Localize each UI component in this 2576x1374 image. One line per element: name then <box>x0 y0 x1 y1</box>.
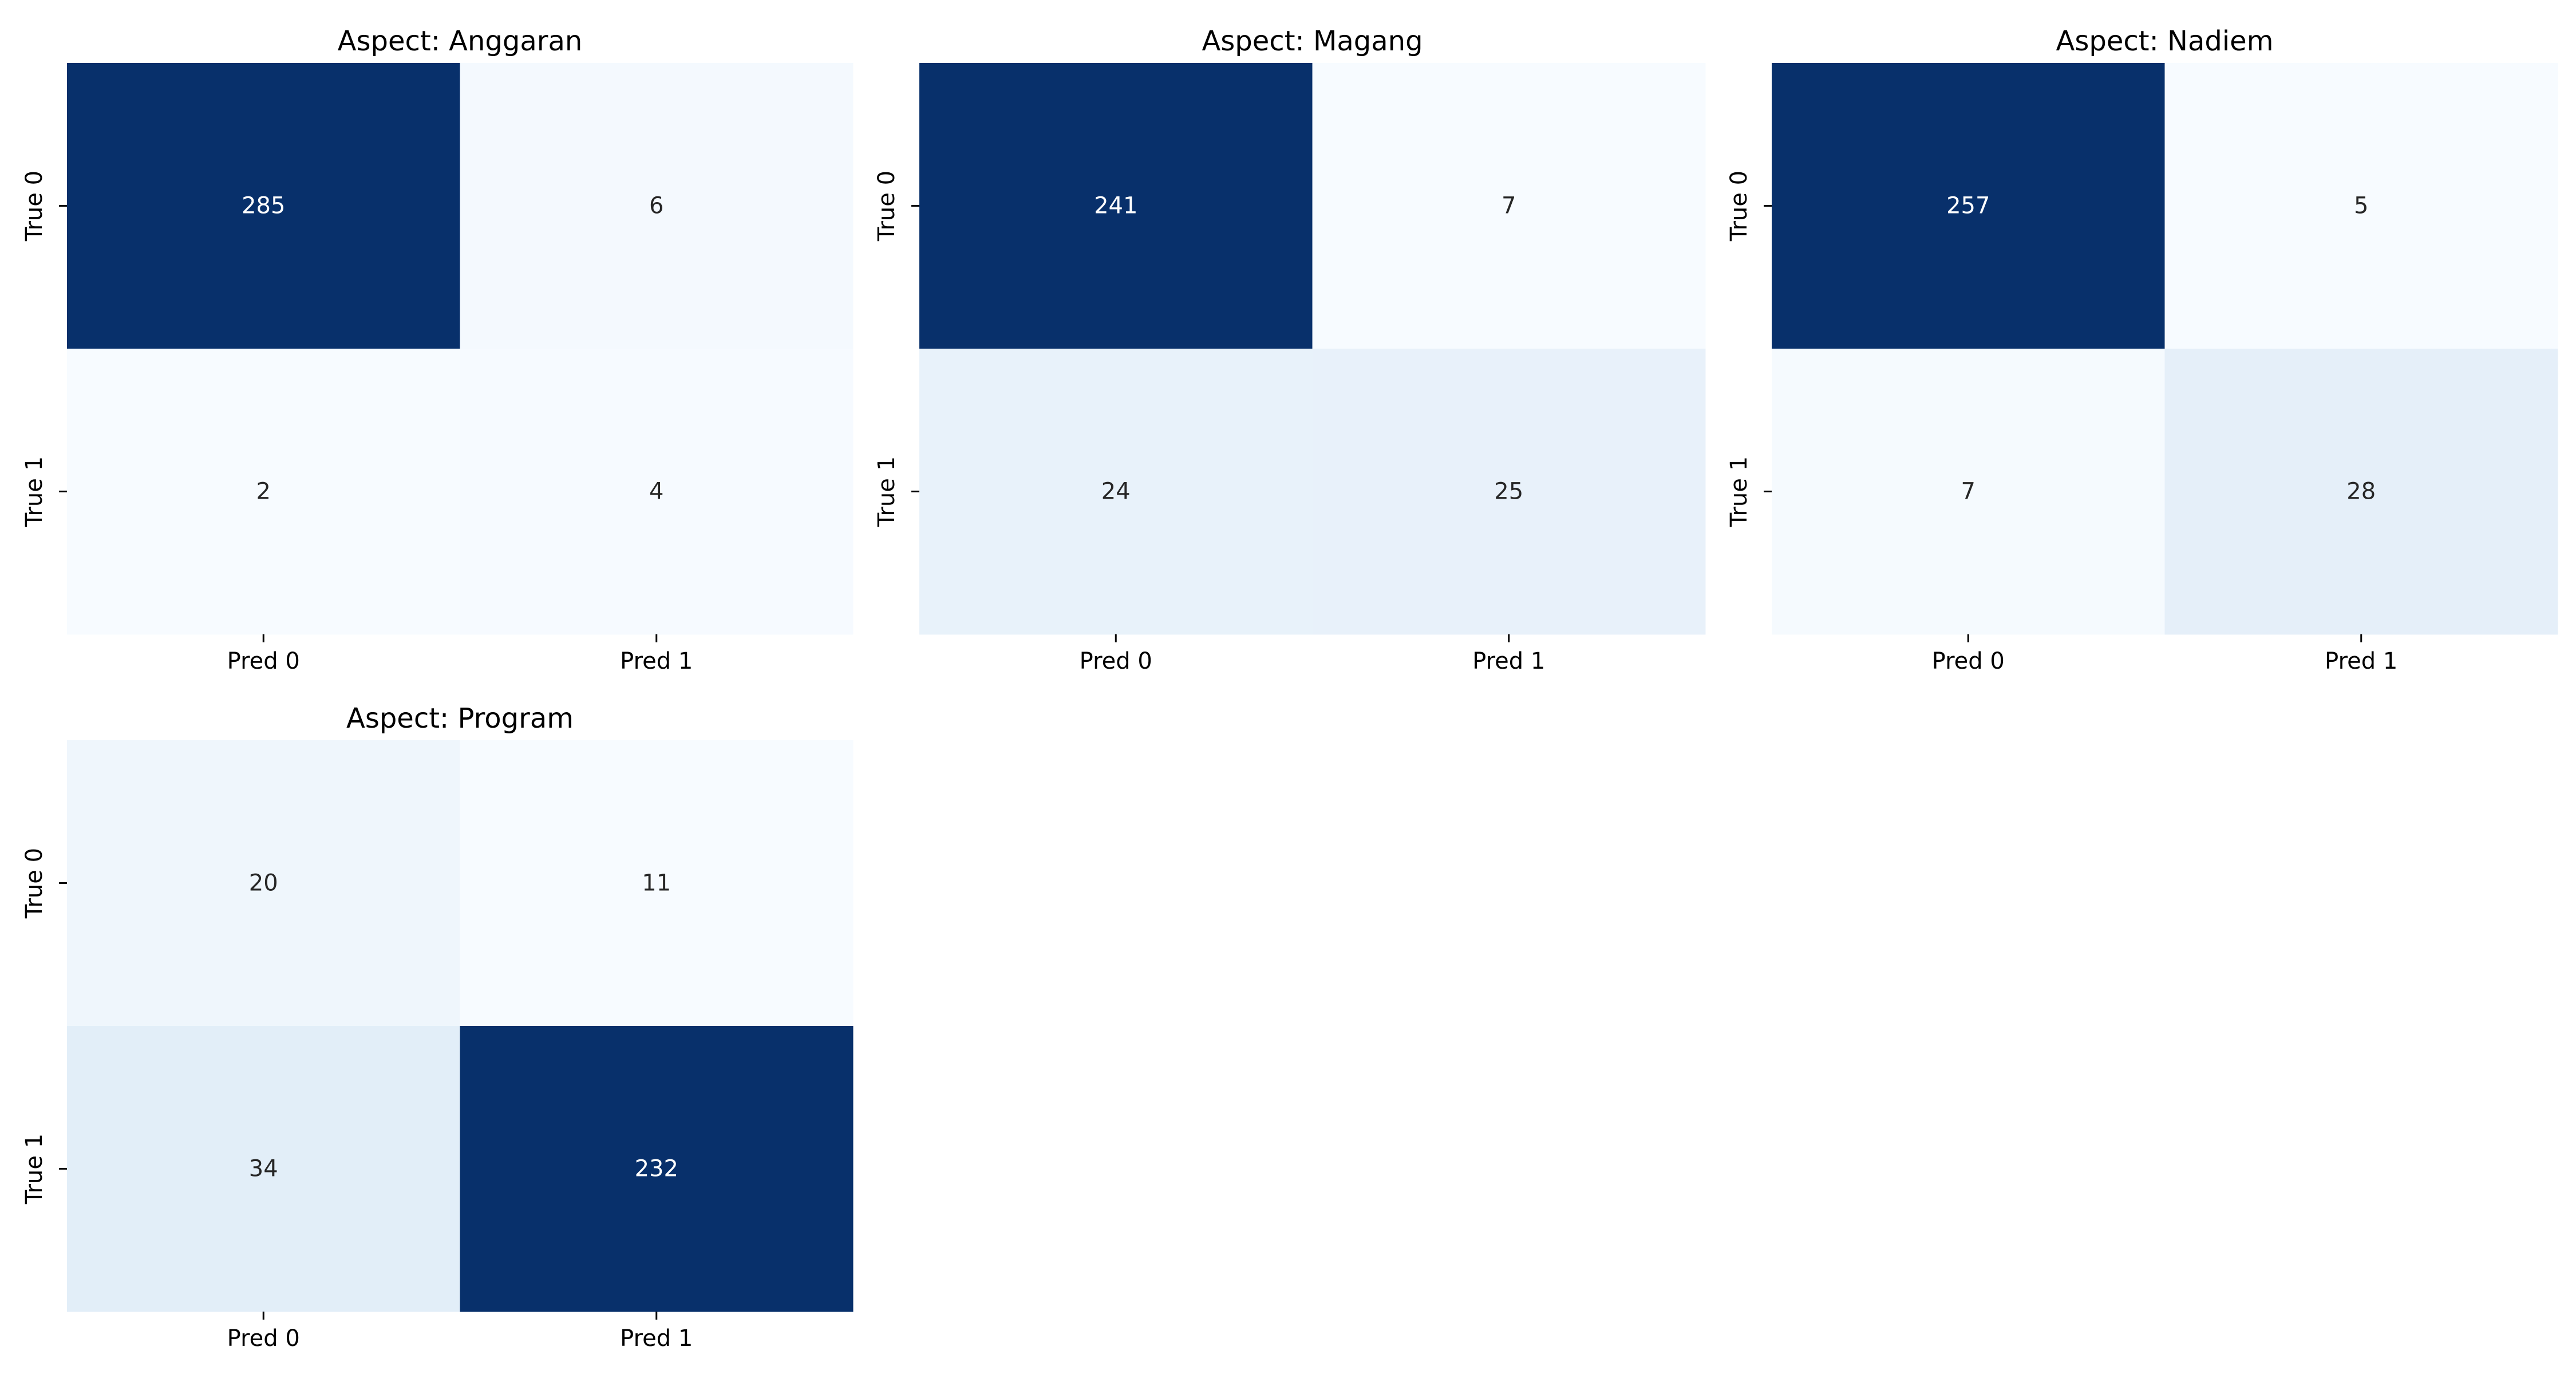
y-tick-label: True 0 <box>21 848 48 919</box>
cell-value-label: 28 <box>2346 479 2376 505</box>
heatmap-cell <box>2164 63 2558 349</box>
heatmap-cell <box>460 349 854 635</box>
cell-value-label: 4 <box>649 479 663 505</box>
cell-value-label: 11 <box>642 870 671 897</box>
heatmap-cell <box>1312 349 1706 635</box>
panel-title: Aspect: Nadiem <box>2056 25 2274 57</box>
heatmap-cell <box>460 63 854 349</box>
x-tick-label: Pred 1 <box>620 1325 693 1352</box>
y-tick-label: True 1 <box>874 456 900 527</box>
heatmap-cell <box>919 63 1313 349</box>
heatmap-cell <box>1312 63 1706 349</box>
heatmap-cell <box>67 63 460 349</box>
y-tick-label: True 1 <box>21 1134 48 1205</box>
heatmap-cell <box>460 740 854 1026</box>
cell-value-label: 241 <box>1094 193 1137 219</box>
x-tick-label: Pred 0 <box>227 648 300 674</box>
y-tick-label: True 0 <box>874 171 900 242</box>
cell-value-label: 257 <box>1946 193 1990 219</box>
x-tick-label: Pred 0 <box>227 1325 300 1352</box>
cell-value-label: 25 <box>1494 479 1523 505</box>
panel-title: Aspect: Program <box>346 702 574 735</box>
heatmap-panel: Aspect: Magang 241 7 24 25 Pred 0 Pred 1 True 0… <box>874 25 1706 674</box>
cell-value-label: 285 <box>242 193 285 219</box>
heatmap-cell <box>1772 349 2165 635</box>
heatmap-cell <box>67 1026 460 1312</box>
heatmap-cell <box>460 1026 854 1312</box>
x-tick-label: Pred 1 <box>2325 648 2397 674</box>
panel-title: Aspect: Magang <box>1202 25 1423 57</box>
x-tick-label: Pred 0 <box>1932 648 2005 674</box>
y-tick-label: True 0 <box>1726 171 1752 242</box>
cell-value-label: 20 <box>249 870 278 897</box>
x-tick-label: Pred 1 <box>1472 648 1545 674</box>
cell-value-label: 6 <box>649 193 663 219</box>
heatmap-panel: Aspect: Anggaran 285 6 2 4 Pred 0 Pred 1 True 0… <box>21 25 854 674</box>
x-tick-label: Pred 1 <box>620 648 693 674</box>
x-tick-label: Pred 0 <box>1080 648 1152 674</box>
y-tick-label: True 1 <box>21 456 48 527</box>
cell-value-label: 7 <box>1961 479 1976 505</box>
heatmap-cell <box>67 740 460 1026</box>
panel-title: Aspect: Anggaran <box>338 25 583 57</box>
heatmap-cell <box>919 349 1313 635</box>
heatmap-cell <box>1772 63 2165 349</box>
cell-value-label: 2 <box>256 479 271 505</box>
cell-value-label: 24 <box>1101 479 1131 505</box>
y-tick-label: True 1 <box>1726 456 1752 527</box>
cell-value-label: 7 <box>1502 193 1516 219</box>
y-tick-label: True 0 <box>21 171 48 242</box>
cell-value-label: 232 <box>635 1156 678 1182</box>
heatmap-cell <box>67 349 460 635</box>
heatmap-cell <box>2164 349 2558 635</box>
heatmap-panel: Aspect: Nadiem 257 5 7 28 Pred 0 Pred 1 True 0 T… <box>1726 25 2558 674</box>
cell-value-label: 34 <box>249 1156 278 1182</box>
cell-value-label: 5 <box>2354 193 2368 219</box>
heatmap-panel: Aspect: Program 20 11 34 232 Pred 0 Pred 1 True… <box>21 702 854 1352</box>
